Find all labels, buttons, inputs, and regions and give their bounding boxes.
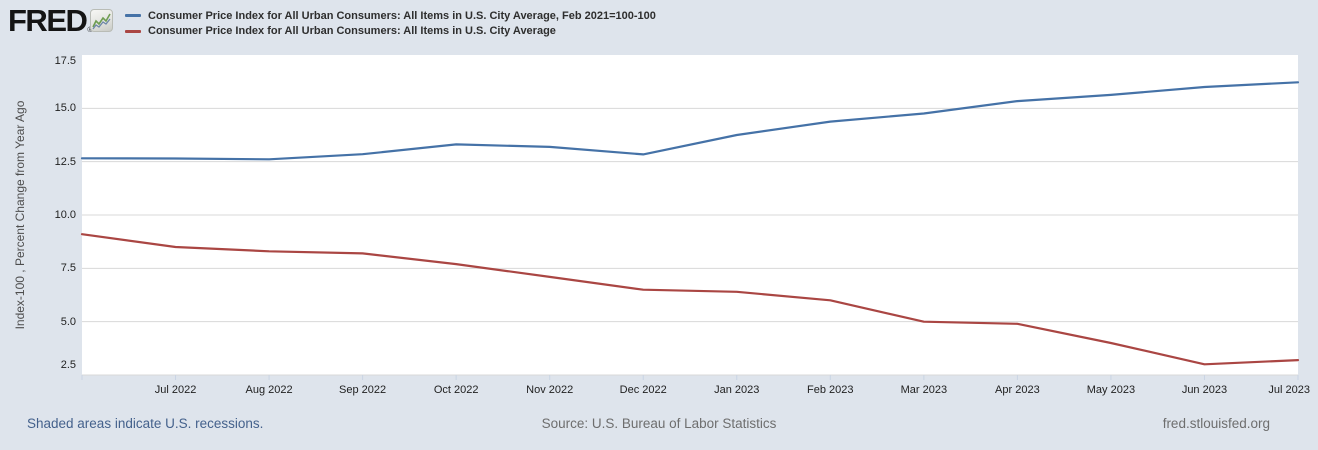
x-axis-label: Dec 2022 xyxy=(619,384,667,396)
x-axis-label: Nov 2022 xyxy=(526,384,574,396)
y-axis-label: 15.0 xyxy=(54,102,76,115)
y-axis-label: 2.5 xyxy=(60,359,76,371)
x-axis-label: Jul 2023 xyxy=(1268,384,1310,396)
chart-footer: Shaded areas indicate U.S. recessions. S… xyxy=(0,416,1318,436)
x-axis-label: Feb 2023 xyxy=(807,384,854,396)
x-axis-label: Sep 2022 xyxy=(339,384,387,396)
legend-item-cpi-yoy[interactable]: Consumer Price Index for All Urban Consu… xyxy=(125,24,656,40)
fred-logo[interactable]: FRED ® xyxy=(8,5,93,36)
y-axis-label: 7.5 xyxy=(60,262,76,275)
x-axis-label: Jun 2023 xyxy=(1181,384,1228,396)
fred-url: fred.stlouisfed.org xyxy=(1162,416,1270,431)
fred-logo-chart-icon xyxy=(90,9,113,32)
x-axis-label: May 2023 xyxy=(1086,384,1136,396)
registered-trademark: ® xyxy=(87,27,92,34)
legend-label: Consumer Price Index for All Urban Consu… xyxy=(148,9,656,22)
recessions-note-link[interactable]: Shaded areas indicate U.S. recessions. xyxy=(27,416,264,431)
x-axis-label: Jul 2022 xyxy=(154,384,197,396)
legend-item-cpi-index[interactable]: Consumer Price Index for All Urban Consu… xyxy=(125,8,656,24)
source-attribution: Source: U.S. Bureau of Labor Statistics xyxy=(541,416,777,431)
x-axis-label: Aug 2022 xyxy=(245,384,293,396)
x-axis-label: Mar 2023 xyxy=(900,384,948,396)
legend-label: Consumer Price Index for All Urban Consu… xyxy=(148,25,556,38)
legend: Consumer Price Index for All Urban Consu… xyxy=(125,8,656,39)
series-line xyxy=(80,81,1300,161)
y-axis-label: 5.0 xyxy=(60,315,76,328)
series-line xyxy=(80,233,1300,366)
legend-swatch-red xyxy=(125,29,141,33)
y-axis-label: 12.5 xyxy=(54,155,76,168)
y-axis-label: 17.5 xyxy=(54,55,76,67)
x-axis-label: Jan 2023 xyxy=(714,384,760,396)
x-axis-label: Apr 2023 xyxy=(995,384,1040,396)
x-axis-label: Oct 2022 xyxy=(433,384,479,396)
fred-logo-text: FRED xyxy=(8,3,88,38)
y-axis-label: 10.0 xyxy=(54,209,76,221)
legend-swatch-blue xyxy=(125,14,141,18)
